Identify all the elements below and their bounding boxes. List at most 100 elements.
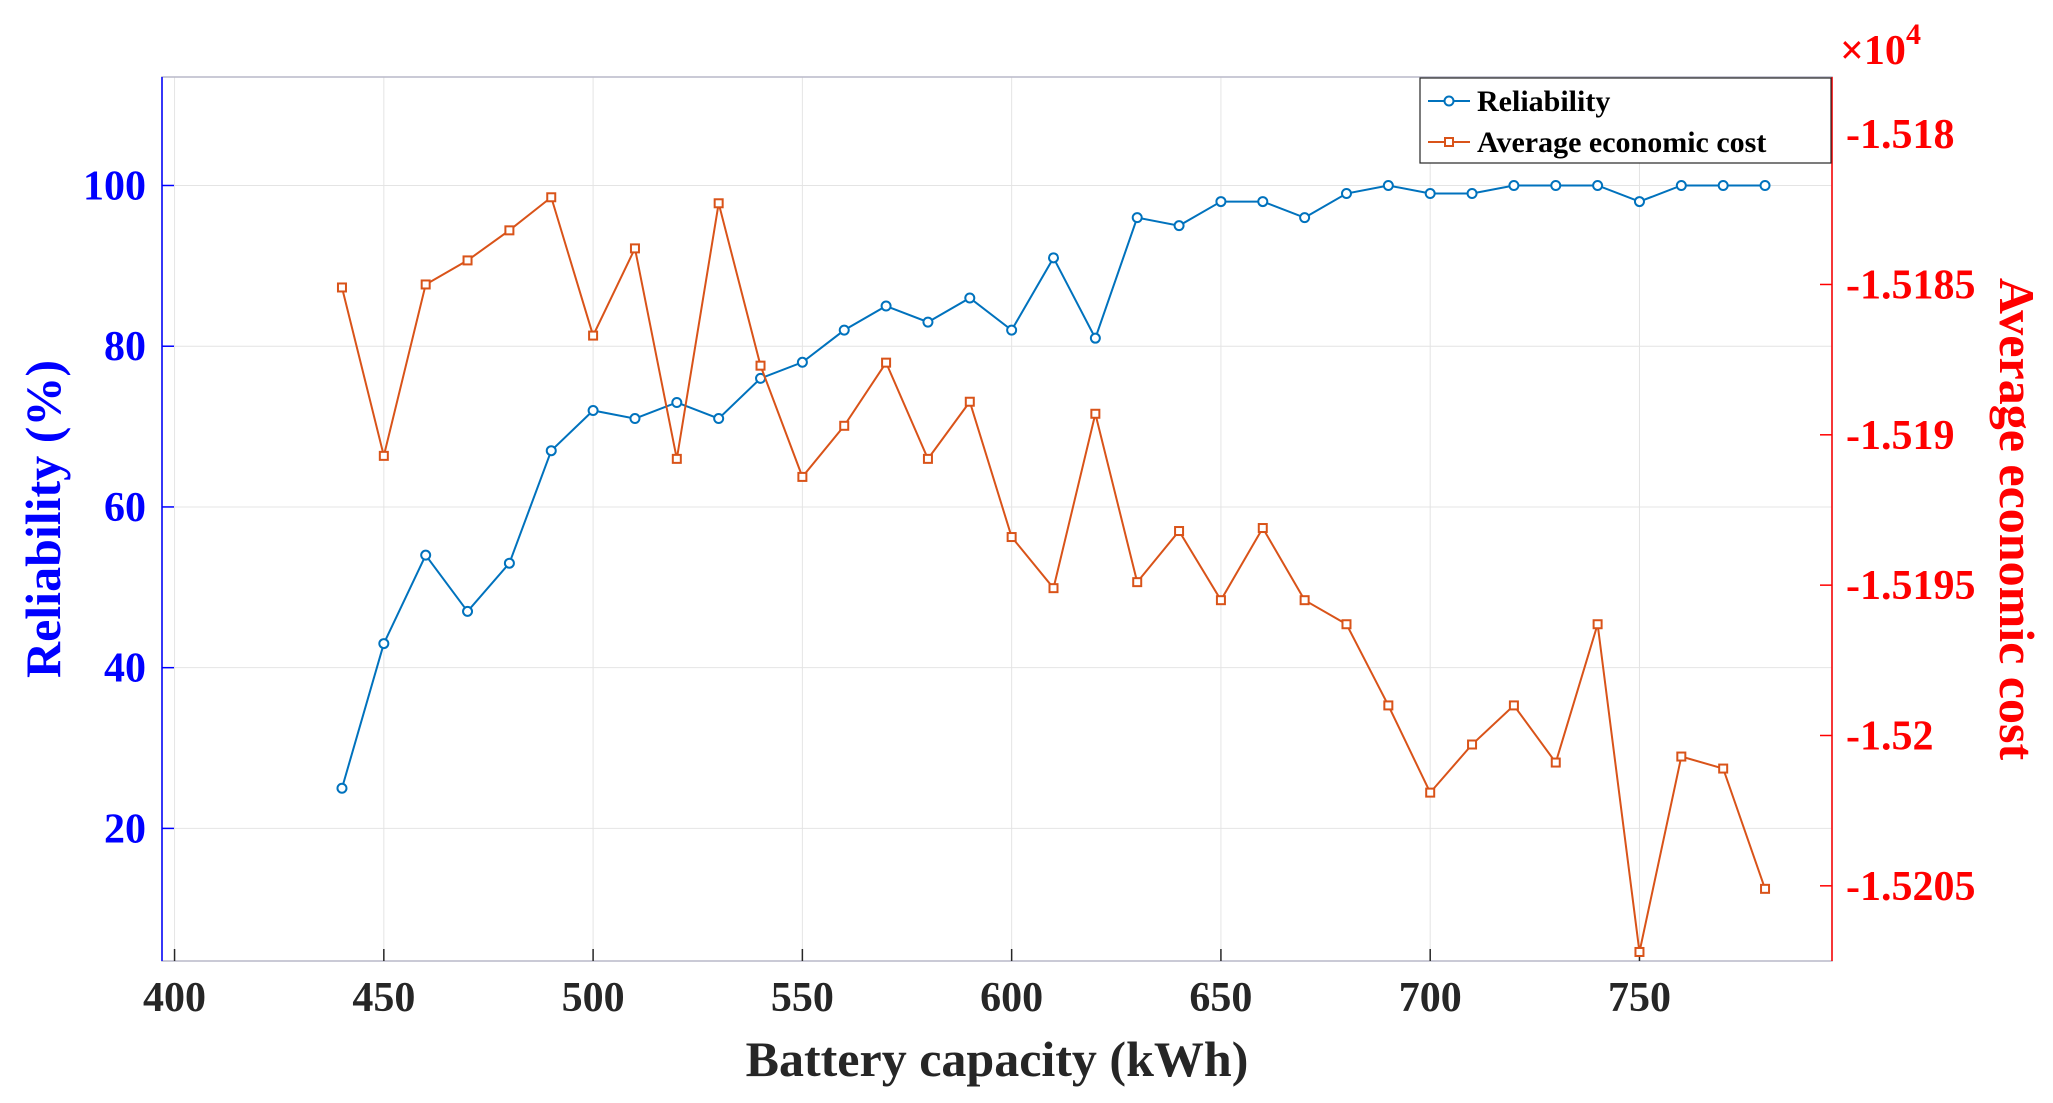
average-economic-cost-point — [839, 420, 850, 431]
average-economic-cost-point — [378, 450, 389, 461]
reliability-point — [671, 396, 683, 408]
average-economic-cost-point — [1760, 883, 1771, 894]
reliability-point — [796, 356, 808, 368]
reliability-point — [922, 316, 934, 328]
left-y-tick-label: 20 — [104, 806, 146, 852]
average-economic-cost-line — [341, 195, 1766, 953]
right-y-tick-label: -1.5185 — [1846, 262, 1976, 308]
average-economic-cost-point — [1467, 739, 1478, 750]
x-tick-label: 750 — [1608, 975, 1671, 1021]
average-economic-cost-point — [713, 198, 724, 209]
multiplier-exponent: 4 — [1906, 18, 1921, 51]
average-economic-cost-point — [1299, 595, 1310, 606]
average-economic-cost-point — [1550, 757, 1561, 768]
reliability-point — [1633, 196, 1645, 208]
average-economic-cost-point — [546, 192, 557, 203]
average-economic-cost-point — [1132, 577, 1143, 588]
reliability-point — [1131, 212, 1143, 224]
average-economic-cost-point — [1090, 408, 1101, 419]
reliability-point — [964, 292, 976, 304]
left-y-axis-label: Reliability (%) — [15, 360, 71, 678]
average-economic-cost-point — [964, 396, 975, 407]
data-series — [336, 179, 1771, 957]
right-y-tick-label: -1.519 — [1846, 413, 1955, 459]
axis-ticks: 400 450 500 550 600 650 700 750 20 40 60 80 100 -1.51… — [83, 112, 1976, 1021]
average-economic-cost-point — [1174, 526, 1185, 537]
reliability-point — [1299, 212, 1311, 224]
multiplier-base: ×10 — [1840, 28, 1906, 74]
average-economic-cost-point — [336, 282, 347, 293]
legend-cost-label: Average economic cost — [1477, 126, 1766, 159]
reliability-point — [1592, 179, 1604, 191]
average-economic-cost-point — [1341, 619, 1352, 630]
average-economic-cost-point — [797, 471, 808, 482]
reliability-point — [378, 638, 390, 650]
reliability-point — [336, 782, 348, 794]
legend-cost-marker — [1444, 137, 1454, 147]
average-economic-cost-point — [881, 357, 892, 368]
x-tick-label: 650 — [1189, 975, 1252, 1021]
reliability-point — [1508, 179, 1520, 191]
average-economic-cost-point — [504, 225, 515, 236]
reliability-point — [1466, 188, 1478, 200]
x-tick-label: 400 — [143, 975, 206, 1021]
x-tick-label: 500 — [562, 975, 625, 1021]
left-y-tick-label: 100 — [83, 163, 146, 209]
average-economic-cost-point — [629, 243, 640, 254]
x-axis-label: Battery capacity (kWh) — [746, 1031, 1249, 1087]
reliability-point — [1550, 179, 1562, 191]
right-axis-multiplier: ×104 — [1840, 18, 1921, 74]
average-economic-cost-point — [1048, 583, 1059, 594]
reliability-point — [629, 413, 641, 425]
reliability-point — [1006, 324, 1018, 336]
average-economic-cost-point — [1425, 787, 1436, 798]
legend-reliability-label: Reliability — [1477, 85, 1610, 118]
reliability-point — [1173, 220, 1185, 232]
x-tick-label: 700 — [1399, 975, 1462, 1021]
reliability-point — [545, 445, 557, 457]
left-y-tick-label: 60 — [104, 485, 146, 531]
average-economic-cost-point — [1215, 595, 1226, 606]
reliability-point — [880, 300, 892, 312]
reliability-point — [1382, 179, 1394, 191]
legend-box — [1419, 77, 1832, 164]
average-economic-cost-point — [922, 453, 933, 464]
average-economic-cost-point — [420, 279, 431, 290]
average-economic-cost-point — [1006, 532, 1017, 543]
average-economic-cost-point — [1508, 700, 1519, 711]
reliability-point — [1717, 179, 1729, 191]
reliability-point — [1089, 332, 1101, 344]
grid-lines — [162, 77, 1832, 961]
average-economic-cost-point — [462, 255, 473, 266]
reliability-point — [713, 413, 725, 425]
right-y-tick-label: -1.5205 — [1846, 864, 1976, 910]
right-y-tick-label: -1.52 — [1846, 713, 1934, 759]
legend: Reliability Average economic cost — [1419, 77, 1832, 164]
x-tick-label: 600 — [980, 975, 1043, 1021]
reliability-point — [1424, 188, 1436, 200]
right-y-tick-label: -1.5195 — [1846, 563, 1976, 609]
x-tick-label: 450 — [352, 975, 415, 1021]
average-economic-cost-point — [588, 330, 599, 341]
reliability-point — [462, 605, 474, 617]
reliability-point — [420, 549, 432, 561]
right-y-axis-label: Average economic cost — [1989, 278, 2045, 761]
reliability-point — [1048, 252, 1060, 264]
right-y-tick-label: -1.518 — [1846, 112, 1955, 158]
left-y-tick-label: 80 — [104, 324, 146, 370]
reliability-line — [341, 184, 1766, 789]
reliability-point — [1340, 188, 1352, 200]
average-economic-cost-point — [1592, 619, 1603, 630]
reliability-point — [1675, 179, 1687, 191]
reliability-point — [1759, 179, 1771, 191]
reliability-point — [1257, 196, 1269, 208]
average-economic-cost-point — [1676, 751, 1687, 762]
average-economic-cost-point — [755, 360, 766, 371]
average-economic-cost-point — [1718, 763, 1729, 774]
average-economic-cost-point — [1257, 523, 1268, 534]
left-y-tick-label: 40 — [104, 646, 146, 692]
legend-reliability-marker — [1443, 95, 1455, 107]
average-economic-cost-point — [671, 453, 682, 464]
reliability-point — [838, 324, 850, 336]
